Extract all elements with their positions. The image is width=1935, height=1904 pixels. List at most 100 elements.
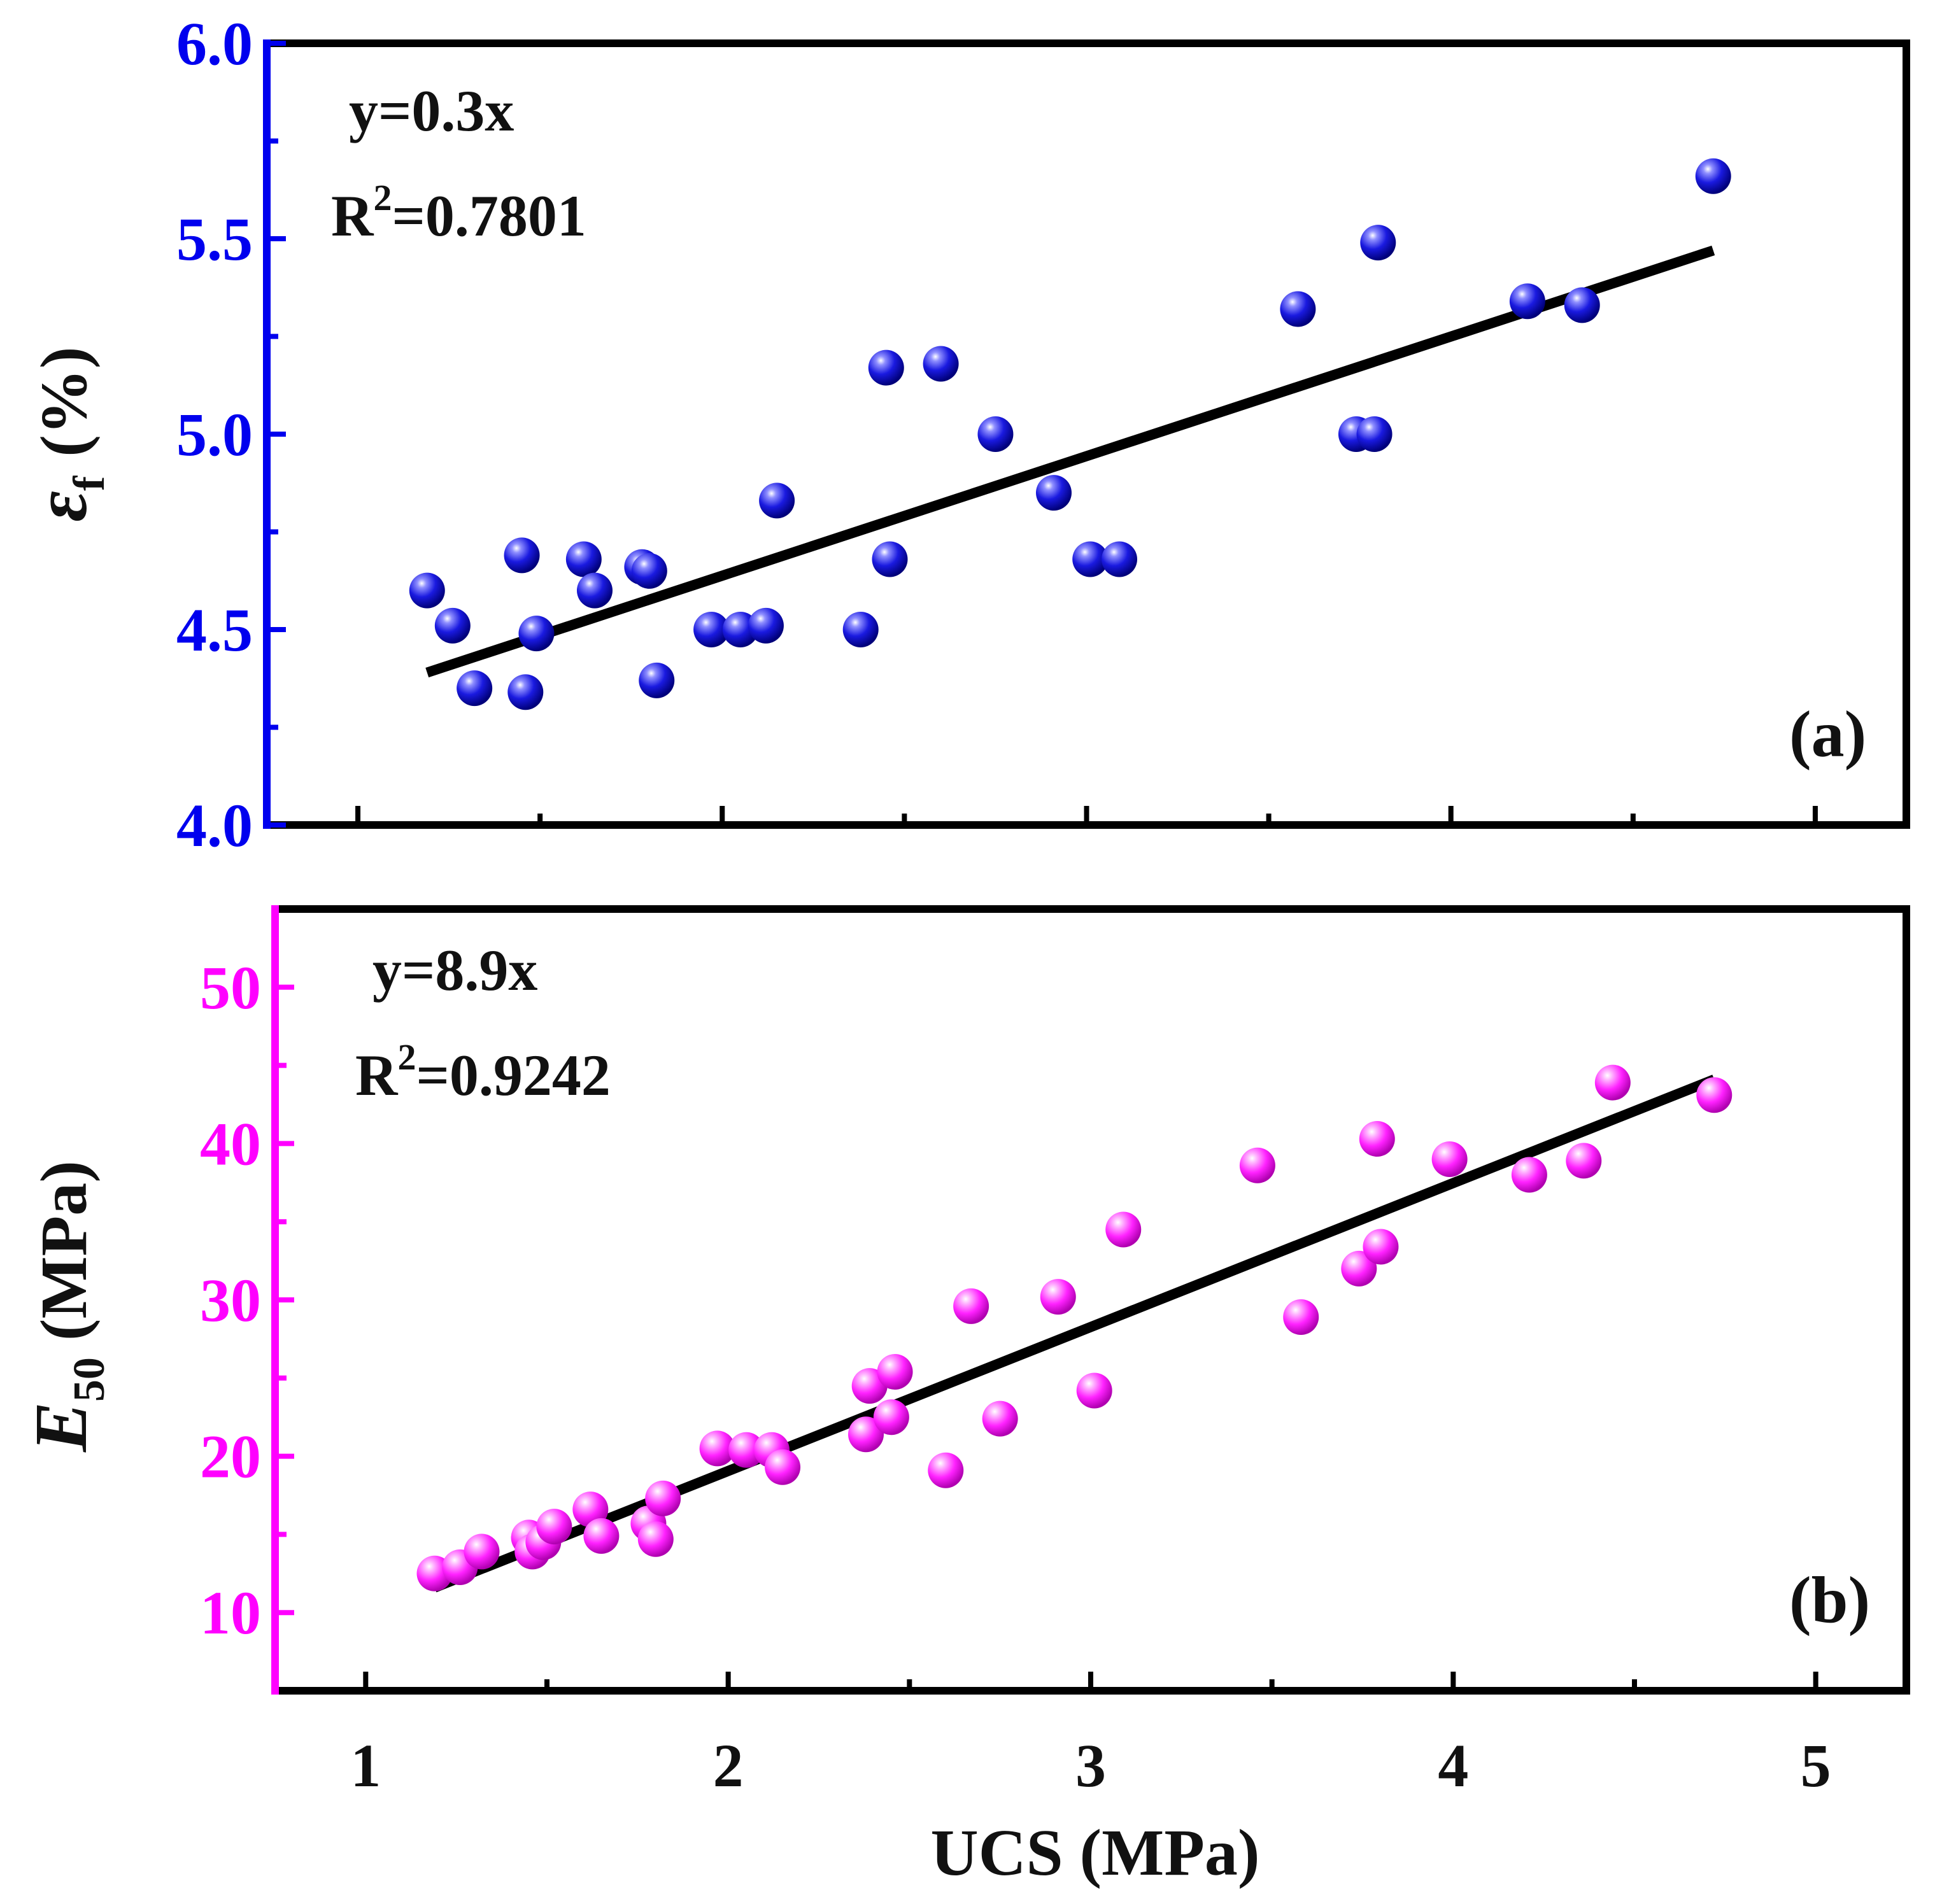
data-point: [848, 1416, 884, 1453]
data-point: [1695, 158, 1731, 194]
panel-a-fit-line: [425, 245, 1715, 678]
data-point: [1341, 1250, 1377, 1287]
panel-b-y-axis-title: E50 (MPa): [19, 1160, 114, 1453]
panel-a-ylabel-subscript: f: [65, 476, 114, 491]
panel-b-tag: (b): [1789, 1563, 1870, 1637]
panel-b-r2-prefix: R: [355, 1043, 399, 1108]
data-point: [434, 607, 471, 644]
data-point: [1076, 1372, 1112, 1409]
data-point: [953, 1288, 989, 1324]
y-tick-label: 30: [200, 1266, 261, 1334]
panel-a-r2-exp: 2: [373, 177, 392, 218]
y-tick-label: 5.0: [176, 400, 253, 469]
data-point: [631, 553, 667, 589]
panel-a-y-tick-labels: 4.0 4.5 5.0 5.5 6.0: [176, 10, 253, 859]
data-point: [1564, 287, 1600, 323]
panel-b-equation: y=8.9x: [372, 938, 537, 1003]
panel-a-ylabel-unit: (%): [27, 347, 101, 457]
panel-a-points: [409, 158, 1731, 710]
y-tick-label: 4.0: [176, 791, 253, 859]
y-tick-label: 50: [200, 954, 261, 1022]
data-point: [765, 1449, 801, 1485]
panel-a-ylabel-symbol: ε: [19, 491, 103, 521]
panel-b-r-squared: R2=0.9242: [355, 1036, 611, 1108]
data-point: [1356, 416, 1393, 452]
data-point: [565, 541, 602, 577]
data-point: [507, 674, 544, 710]
data-point: [873, 1399, 909, 1435]
x-tick-label: 5: [1801, 1731, 1831, 1800]
panel-b-r2-exp: 2: [397, 1036, 416, 1078]
data-point: [577, 572, 613, 609]
data-point: [457, 670, 493, 707]
x-tick-label: 4: [1438, 1731, 1468, 1800]
data-point: [583, 1518, 620, 1554]
panel-b-y-tick-labels: 10 20 30 40 50: [200, 954, 261, 1647]
fit-line: [432, 1075, 1717, 1593]
x-tick-label: 3: [1075, 1731, 1106, 1800]
panel-a: 4.0 4.5 5.0 5.5 6.0 y=0.3x R2=0.7801 (a) εf (…: [19, 10, 1910, 859]
data-point: [1363, 1229, 1399, 1265]
data-point: [1696, 1077, 1733, 1113]
panel-b-ylabel-subscript: 50: [65, 1357, 114, 1402]
panel-a-equation: y=0.3x: [349, 78, 514, 143]
data-point: [1360, 225, 1396, 261]
data-point: [977, 416, 1014, 452]
data-point: [536, 1509, 572, 1545]
panel-a-y-axis-title: εf (%): [19, 347, 114, 522]
data-point: [868, 349, 904, 386]
y-tick-label: 4.5: [176, 596, 253, 664]
data-point: [1239, 1147, 1275, 1183]
data-point: [748, 607, 784, 644]
data-point: [693, 612, 730, 647]
data-point: [1431, 1141, 1468, 1177]
data-point: [645, 1480, 681, 1516]
y-tick-label: 20: [200, 1423, 261, 1491]
panel-b-ylabel-unit: (MPa): [27, 1160, 101, 1341]
data-point: [842, 612, 879, 647]
data-point: [928, 1452, 964, 1488]
panel-b-frame: [271, 905, 1910, 1695]
data-point: [504, 537, 540, 574]
data-point: [409, 572, 445, 609]
data-point: [923, 346, 959, 382]
data-point: [1040, 1279, 1076, 1315]
panel-a-tag: (a): [1789, 698, 1866, 771]
data-point: [1566, 1143, 1602, 1179]
data-point: [1102, 541, 1137, 577]
panel-b-ticks: [275, 984, 1818, 1691]
data-point: [1509, 283, 1545, 320]
x-tick-label: 1: [350, 1731, 381, 1800]
data-point: [1283, 1299, 1319, 1336]
panel-a-frame: [263, 39, 1910, 829]
x-axis-title: UCS (MPa): [930, 1816, 1259, 1889]
data-point: [1594, 1064, 1631, 1101]
data-point: [1072, 541, 1109, 577]
x-tick-label: 2: [713, 1731, 744, 1800]
data-point: [1036, 475, 1072, 511]
fit-line: [425, 245, 1715, 678]
data-point: [872, 541, 908, 577]
panel-b-r2-value: =0.9242: [416, 1043, 610, 1108]
panel-a-r-squared: R2=0.7801: [331, 177, 586, 248]
data-point: [1105, 1211, 1142, 1248]
panel-a-r2-prefix: R: [331, 183, 374, 248]
data-point: [759, 483, 795, 519]
data-point: [877, 1353, 913, 1390]
x-tick-labels: 1 2 3 4 5: [350, 1731, 1831, 1800]
data-point: [637, 1521, 674, 1557]
data-point: [464, 1534, 500, 1570]
y-tick-label: 10: [200, 1579, 261, 1647]
data-point: [639, 662, 675, 698]
data-point: [518, 616, 555, 652]
data-point: [982, 1400, 1018, 1437]
data-point: [699, 1430, 735, 1467]
data-point: [1280, 291, 1316, 327]
panel-b-fit-line: [432, 1075, 1717, 1593]
y-tick-label: 6.0: [176, 10, 253, 78]
data-point: [1511, 1157, 1547, 1193]
panel-b-ylabel-symbol: E: [19, 1402, 103, 1453]
panel-a-ticks: [267, 41, 1818, 828]
